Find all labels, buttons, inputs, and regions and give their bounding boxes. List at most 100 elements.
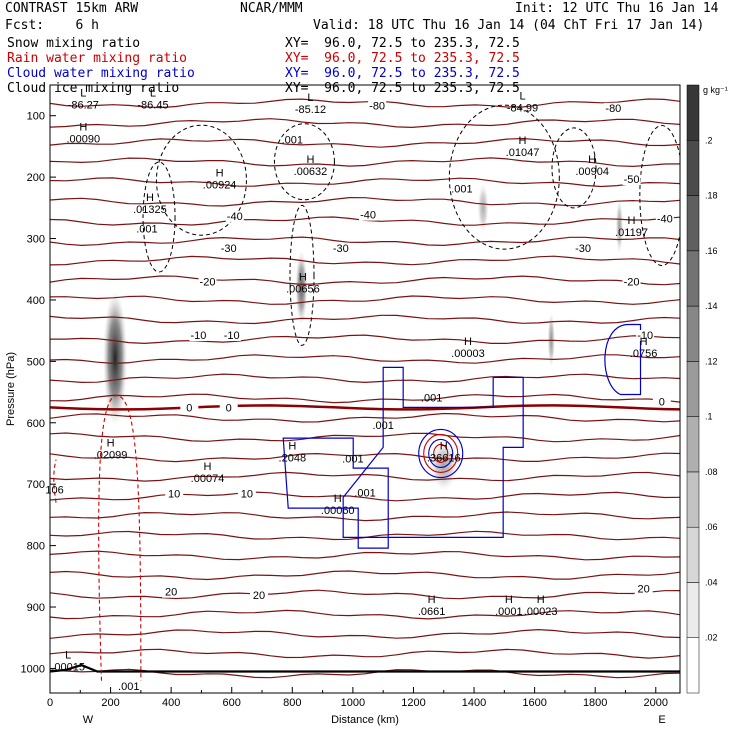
contour-value-label: .001 — [342, 454, 363, 466]
isotherm-line-16 — [50, 412, 680, 423]
extremum-mark: H — [588, 154, 596, 166]
colorbar-label: .2 — [705, 135, 713, 145]
isotherm-label-bg-8 — [574, 242, 593, 254]
convective-core-ring-3 — [433, 443, 449, 464]
isotherm-line-20 — [50, 491, 680, 502]
ice-contour-1 — [155, 124, 247, 236]
contour-value-label: .001 — [354, 487, 375, 499]
isotherm-label-bg-16 — [652, 396, 671, 408]
isotherm-label-bg-21 — [634, 583, 653, 595]
extremum-mark: L — [65, 649, 71, 661]
extremum-mark: L — [307, 92, 313, 104]
convective-core-ring-1 — [423, 433, 459, 474]
isotherm-label: -40 — [227, 211, 243, 223]
convective-core-ring-0 — [418, 428, 464, 479]
plot-frame — [49, 84, 681, 694]
surface-line — [50, 663, 680, 673]
extremum-value: .00904 — [575, 166, 609, 178]
extremum-mark: H — [440, 441, 448, 453]
extremum-mark: H — [288, 441, 296, 453]
extremum-value: .00656 — [286, 284, 320, 296]
y-tick-label: 100 — [27, 111, 45, 123]
x-tick-label: 1200 — [401, 697, 425, 709]
isotherm-label-bg-17 — [165, 488, 184, 500]
y-tick-label: 300 — [27, 234, 45, 246]
isotherm-label: -30 — [333, 243, 349, 255]
isotherm-label: -20 — [200, 277, 216, 289]
colorbar-bin — [686, 416, 700, 473]
x-tick-label: 1600 — [522, 697, 546, 709]
isotherm-label: 10 — [168, 488, 180, 500]
isotherm-line-13 — [50, 354, 680, 365]
isotherm-label-bg-9 — [198, 276, 217, 288]
contour-value-label: .001 — [136, 223, 157, 235]
isotherm-label: -30 — [221, 243, 237, 255]
isotherm-line-27 — [50, 628, 680, 639]
y-tick-label: 1000 — [21, 663, 45, 675]
isotherm-label-bg-13 — [636, 330, 655, 342]
extremum-value: -85.12 — [295, 104, 326, 116]
extremum-mark: H — [537, 594, 545, 606]
extremum-mark: H — [640, 336, 648, 348]
x-tick-label: 0 — [47, 697, 53, 709]
isotherm-line-18 — [50, 452, 680, 463]
isotherm-label: 0 — [226, 402, 232, 414]
colorbar: .02 .04 .06 .08 .1 .12 .14 .16 .18 .2 g kg⁻¹ — [686, 84, 728, 694]
x-tick-label: 1000 — [341, 697, 365, 709]
extremum-mark: H — [628, 215, 636, 227]
isotherm-label-bg-3 — [655, 213, 674, 225]
isotherm-label: -10 — [224, 330, 240, 342]
field-label-cloud-water: Cloud water mixing ratio — [7, 66, 195, 81]
colorbar-bin — [686, 84, 700, 141]
isotherm-label: -50 — [624, 174, 640, 186]
freezing-level-line — [50, 404, 680, 411]
isotherm-line-23 — [50, 550, 680, 561]
isotherm-label-bg-2 — [622, 174, 641, 186]
y-tick-label: 800 — [27, 541, 45, 553]
extremum-value: .00003 — [451, 348, 485, 360]
colorbar-label: .12 — [705, 356, 718, 366]
extremum-value: .01325 — [133, 204, 167, 216]
y-tick-label: 700 — [27, 479, 45, 491]
colorbar-label: .02 — [705, 633, 718, 643]
field-label-rain: Rain water mixing ratio — [7, 51, 188, 66]
isotherm-label-bg-19 — [162, 586, 181, 598]
contour-value-label: .001 — [118, 681, 139, 693]
extremum-value: .01197 — [615, 227, 648, 239]
colorbar-bin — [686, 140, 700, 196]
isotherm-label: -10 — [190, 330, 206, 342]
field-xy-snow: XY= 96.0, 72.5 to 235.3, 72.5 — [285, 36, 520, 51]
colorbar-bin — [686, 526, 700, 583]
ice-contour-3 — [273, 123, 335, 201]
isotherm-label: -80 — [369, 100, 385, 112]
extremum-mark: H — [307, 154, 315, 166]
isotherm-label-bg-10 — [622, 276, 641, 288]
ice-contour-4 — [289, 204, 315, 346]
snow-shading-5 — [430, 441, 458, 491]
x-axis-label: Distance (km) — [331, 714, 399, 726]
init-time: Init: 12 UTC Thu 16 Jan 14 — [515, 1, 719, 16]
ice-contour-2 — [142, 161, 176, 273]
isotherm-label: -10 — [637, 330, 653, 342]
isotherm-line-9 — [50, 275, 680, 286]
ice-contour-7 — [639, 125, 680, 267]
isotherm-line-12 — [50, 334, 680, 345]
colorbar-unit: g kg⁻¹ — [703, 85, 728, 95]
extremum-mark: H — [107, 438, 115, 450]
snow-shading-layer — [103, 183, 624, 491]
temperature-contours — [50, 98, 680, 679]
east-endpoint-label: E — [658, 714, 665, 726]
isotherm-label: 10 — [241, 488, 253, 500]
extremum-mark: H — [334, 493, 342, 505]
isotherm-label: -30 — [575, 243, 591, 255]
organization-label: NCAR/MMM — [240, 1, 303, 16]
isotherm-label: -20 — [624, 277, 640, 289]
extremum-mark: H — [505, 594, 513, 606]
isotherm-label-bg-5 — [359, 209, 378, 221]
extremum-mark: H — [146, 192, 154, 204]
isotherm-line-25 — [50, 589, 680, 600]
isotherm-line-28 — [50, 648, 680, 659]
y-tick-label: 900 — [27, 602, 45, 614]
west-endpoint-label: W — [83, 714, 94, 726]
colorbar-label: .06 — [705, 522, 718, 532]
